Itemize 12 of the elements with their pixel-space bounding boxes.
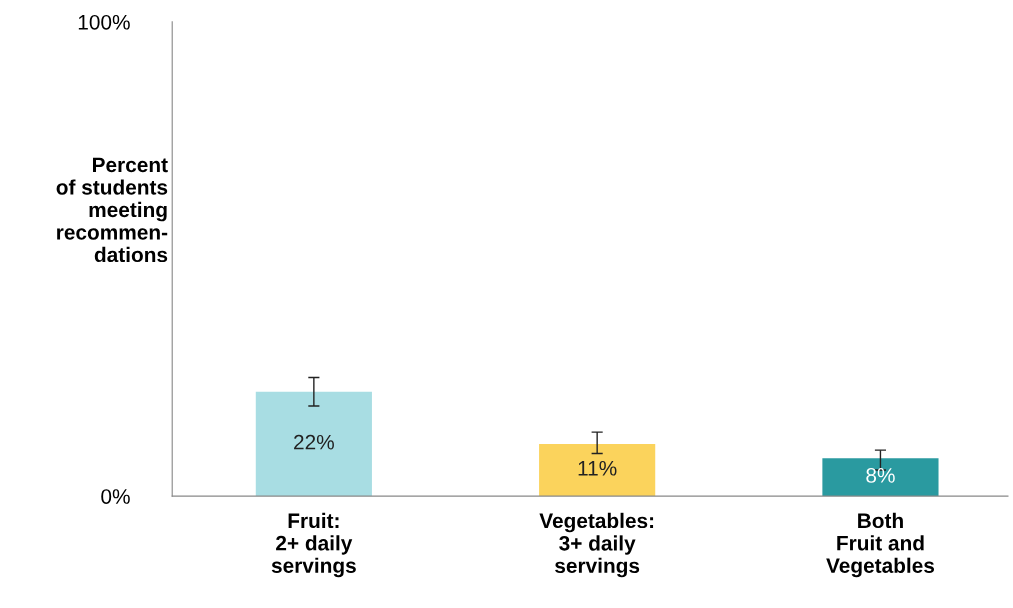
data-label: 22% (294, 434, 334, 450)
bar (539, 443, 656, 497)
x-tick-label: Both Fruit and Vegetables (826, 512, 935, 578)
y-tick-label: 100% (78, 14, 130, 30)
x-tick-label: Fruit: 2+ daily servings (271, 512, 356, 578)
y-tick-label: 0% (101, 489, 130, 504)
bar (822, 458, 939, 497)
x-tick-label: Vegetables: 3+ daily servings (539, 512, 654, 578)
data-label: 11% (578, 460, 617, 476)
data-label: 8% (866, 468, 895, 483)
y-axis-title: Percent of students meeting recommen- dations (56, 157, 168, 263)
bar (255, 391, 372, 497)
